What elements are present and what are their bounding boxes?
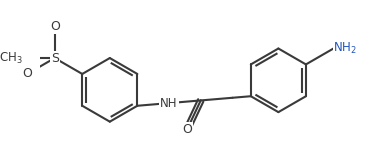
Text: O: O — [50, 20, 60, 33]
Text: O: O — [182, 123, 192, 136]
Text: S: S — [51, 52, 59, 65]
Text: CH$_3$: CH$_3$ — [0, 50, 23, 66]
Text: NH: NH — [160, 97, 178, 110]
Text: O: O — [22, 67, 32, 80]
Text: NH$_2$: NH$_2$ — [333, 41, 357, 56]
